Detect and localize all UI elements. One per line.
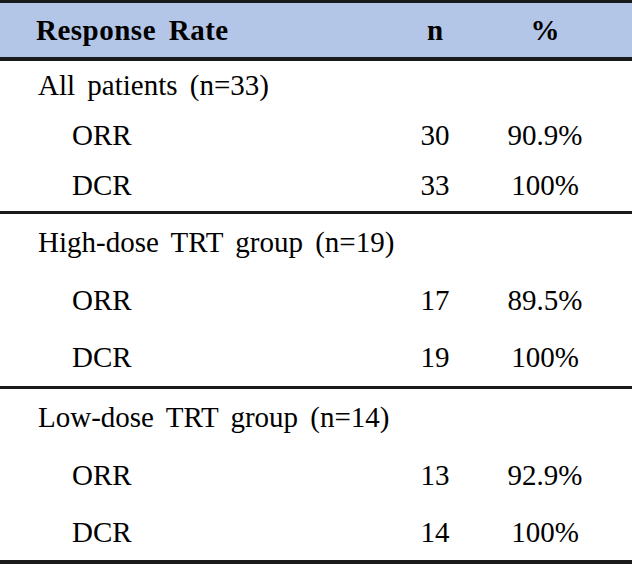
row-n-value: 14 xyxy=(395,504,475,562)
table-row-low-dose-orr: ORR 13 92.9% xyxy=(0,446,632,504)
section-title: High-dose TRT group (n=19) xyxy=(0,212,395,271)
empty-cell xyxy=(395,59,475,110)
table-row-low-dose-dcr: DCR 14 100% xyxy=(0,504,632,562)
row-label: DCR xyxy=(0,504,395,562)
section-title: Low-dose TRT group (n=14) xyxy=(0,387,395,446)
row-n-value: 17 xyxy=(395,271,475,329)
table-row-all-patients-dcr: DCR 33 100% xyxy=(0,161,632,212)
response-rate-table: Response Rate n % All patients (n=33) OR… xyxy=(0,0,632,564)
row-label: ORR xyxy=(0,110,395,161)
empty-cell xyxy=(475,387,632,446)
row-pct-value: 89.5% xyxy=(475,271,632,329)
table-row-high-dose-orr: ORR 17 89.5% xyxy=(0,271,632,329)
section-title-row-low-dose: Low-dose TRT group (n=14) xyxy=(0,387,632,446)
column-header-percent: % xyxy=(475,2,632,60)
section-title-row-high-dose: High-dose TRT group (n=19) xyxy=(0,212,632,271)
row-pct-value: 90.9% xyxy=(475,110,632,161)
row-label: DCR xyxy=(0,161,395,212)
row-label: ORR xyxy=(0,271,395,329)
column-header-response-rate: Response Rate xyxy=(0,2,395,60)
row-pct-value: 92.9% xyxy=(475,446,632,504)
row-label: DCR xyxy=(0,329,395,387)
row-n-value: 19 xyxy=(395,329,475,387)
row-pct-value: 100% xyxy=(475,161,632,212)
empty-cell xyxy=(395,387,475,446)
table-row-all-patients-orr: ORR 30 90.9% xyxy=(0,110,632,161)
table-row-high-dose-dcr: DCR 19 100% xyxy=(0,329,632,387)
empty-cell xyxy=(395,212,475,271)
section-title: All patients (n=33) xyxy=(0,59,395,110)
empty-cell xyxy=(475,59,632,110)
empty-cell xyxy=(475,212,632,271)
section-title-row-all-patients: All patients (n=33) xyxy=(0,59,632,110)
table-header-row: Response Rate n % xyxy=(0,2,632,60)
row-label: ORR xyxy=(0,446,395,504)
column-header-n: n xyxy=(395,2,475,60)
row-pct-value: 100% xyxy=(475,329,632,387)
row-pct-value: 100% xyxy=(475,504,632,562)
row-n-value: 30 xyxy=(395,110,475,161)
row-n-value: 13 xyxy=(395,446,475,504)
row-n-value: 33 xyxy=(395,161,475,212)
